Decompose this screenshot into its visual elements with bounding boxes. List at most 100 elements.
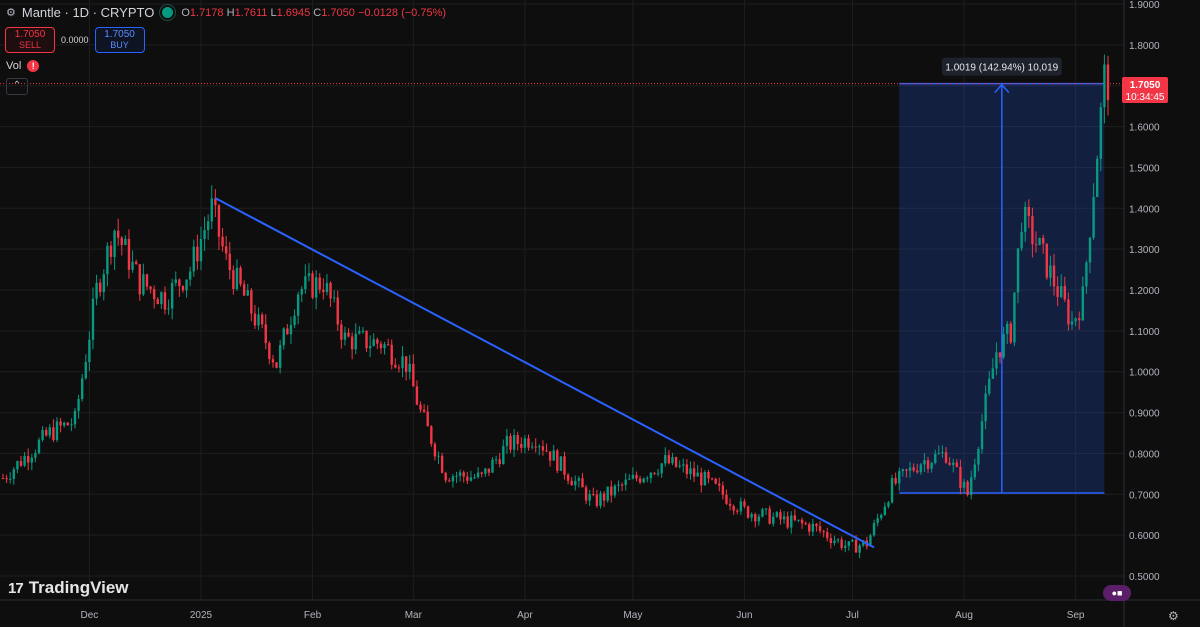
candle-body bbox=[404, 356, 408, 372]
candle-body bbox=[142, 274, 145, 295]
ohlc-values: O1.7178 H1.7611 L1.6945 C1.7050 −0.0128 … bbox=[181, 6, 447, 19]
warning-icon[interactable]: ! bbox=[27, 60, 40, 72]
candle-body bbox=[811, 523, 815, 532]
candle-body bbox=[268, 342, 271, 360]
candle-body bbox=[728, 503, 732, 506]
candle-body bbox=[592, 493, 595, 495]
candle-body bbox=[286, 328, 289, 335]
candle-body bbox=[1013, 292, 1016, 343]
market-status-icon[interactable] bbox=[160, 5, 176, 20]
candle-body bbox=[52, 427, 55, 441]
candle-body bbox=[160, 292, 163, 305]
candle-body bbox=[296, 294, 300, 316]
settings-gear-icon[interactable]: ⚙ bbox=[1168, 609, 1179, 623]
candle-body bbox=[689, 468, 692, 475]
candle-body bbox=[736, 510, 739, 512]
candle-body bbox=[1096, 158, 1099, 197]
measure-label-box bbox=[941, 57, 1062, 76]
candle-body bbox=[894, 477, 897, 484]
symbol-icon: ⚙ bbox=[6, 7, 16, 19]
candle-body bbox=[1070, 321, 1074, 325]
candle-body bbox=[671, 457, 674, 464]
candle-body bbox=[746, 506, 750, 518]
candle-body bbox=[991, 368, 995, 379]
candle-body bbox=[116, 230, 120, 238]
tradingview-logo[interactable]: 17 TradingView bbox=[8, 578, 129, 597]
volume-label: Vol bbox=[6, 60, 22, 72]
trade-panel: 1.7050 SELL 0.0000 1.7050 BUY bbox=[5, 27, 145, 53]
candle-body bbox=[192, 246, 195, 272]
candle-body bbox=[595, 494, 599, 506]
candle-body bbox=[826, 532, 829, 539]
candle-body bbox=[847, 541, 851, 546]
candle-body bbox=[692, 468, 696, 477]
candle-body bbox=[872, 522, 876, 536]
candle-body bbox=[178, 279, 181, 287]
candle-body bbox=[696, 472, 699, 477]
price-axis[interactable]: 0.5000 0.6000 0.7000 0.8000 0.9000 1.0000 1.10… bbox=[1123, 0, 1160, 627]
candle-body bbox=[685, 464, 689, 475]
price-tick-label: 0.9000 bbox=[1129, 409, 1160, 420]
candle-body bbox=[552, 450, 555, 461]
price-range-measure[interactable]: 1.0019 (142.94%) 10,019 bbox=[0, 57, 1124, 494]
candle-body bbox=[196, 246, 199, 262]
candle-body bbox=[88, 339, 91, 363]
buy-button[interactable]: 1.7050 BUY bbox=[94, 27, 145, 53]
candle-body bbox=[102, 274, 105, 293]
price-tick-label: 1.4000 bbox=[1129, 204, 1160, 215]
candle-body bbox=[275, 362, 278, 368]
candle-body bbox=[538, 446, 541, 448]
candle-body bbox=[527, 438, 530, 448]
candle-body bbox=[1002, 333, 1005, 358]
candle-body bbox=[905, 469, 908, 471]
candle-body bbox=[948, 462, 951, 465]
candle-body bbox=[563, 456, 566, 475]
candle-body bbox=[754, 514, 757, 522]
candle-body bbox=[858, 545, 861, 553]
candle-body bbox=[779, 512, 782, 520]
chevron-up-icon[interactable]: ⌃ bbox=[6, 78, 28, 95]
candle-body bbox=[95, 282, 98, 299]
bar-countdown: 10:34:45 bbox=[1126, 92, 1165, 103]
candle-body bbox=[466, 476, 469, 481]
time-axis[interactable]: Dec 2025 Feb Mar Apr May Jun Jul Aug Sep bbox=[0, 599, 1200, 621]
candle-body bbox=[91, 298, 95, 340]
price-tick-label: 0.8000 bbox=[1129, 449, 1160, 460]
candle-body bbox=[1099, 107, 1103, 159]
candle-body bbox=[152, 289, 156, 300]
volume-indicator-legend[interactable]: Vol ! bbox=[6, 60, 40, 72]
candle-body bbox=[350, 336, 354, 350]
candle-body bbox=[494, 459, 498, 461]
candle-body bbox=[311, 273, 314, 298]
candle-body bbox=[44, 429, 48, 436]
candle-body bbox=[664, 455, 667, 464]
candle-body bbox=[1074, 318, 1077, 322]
candle-body bbox=[656, 473, 660, 475]
candle-body bbox=[394, 364, 397, 368]
candle-body bbox=[120, 237, 123, 245]
time-tick-label: Dec bbox=[80, 610, 98, 621]
candle-body bbox=[70, 424, 73, 426]
candle-body bbox=[62, 422, 66, 426]
symbol-title[interactable]: Mantle · 1D · CRYPTO bbox=[21, 5, 155, 20]
candle-body bbox=[26, 456, 30, 463]
candle-body bbox=[379, 343, 383, 349]
candle-body bbox=[916, 470, 919, 473]
candle-body bbox=[300, 289, 303, 295]
candle-body bbox=[714, 478, 717, 484]
candle-body bbox=[1049, 265, 1052, 278]
candle-body bbox=[844, 545, 847, 548]
candle-body bbox=[206, 221, 210, 231]
candle-body bbox=[516, 435, 519, 444]
candle-body bbox=[628, 478, 631, 480]
candle-body bbox=[646, 477, 649, 479]
candle-body bbox=[869, 535, 872, 547]
candle-body bbox=[984, 393, 987, 422]
trendline[interactable] bbox=[214, 197, 875, 549]
candle-body bbox=[804, 523, 807, 525]
sell-button[interactable]: 1.7050 SELL bbox=[5, 27, 55, 53]
candle-body bbox=[840, 539, 843, 548]
candle-body bbox=[1020, 231, 1023, 249]
flag-icon[interactable]: ●■ bbox=[1103, 585, 1131, 601]
